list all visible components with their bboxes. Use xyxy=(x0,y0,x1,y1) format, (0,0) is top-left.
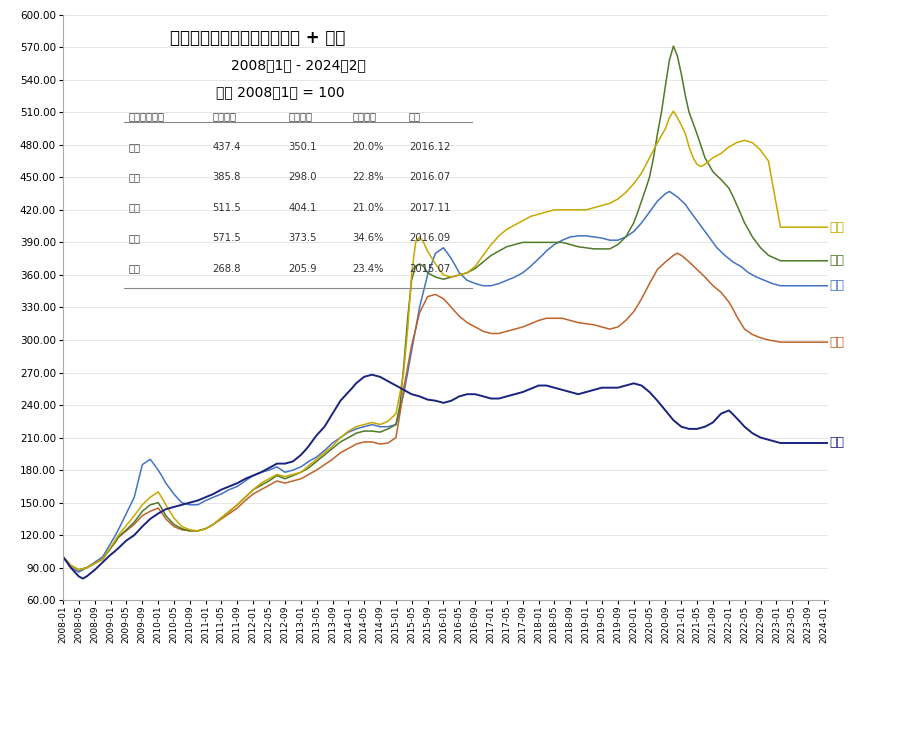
Text: 2015.07: 2015.07 xyxy=(409,264,450,274)
Text: 香港: 香港 xyxy=(830,436,844,449)
Text: 23.4%: 23.4% xyxy=(352,264,383,274)
Text: 404.1: 404.1 xyxy=(289,203,317,212)
Text: 跌回: 跌回 xyxy=(409,111,421,122)
Text: 34.6%: 34.6% xyxy=(352,233,383,243)
Text: 2016.07: 2016.07 xyxy=(409,172,450,182)
Text: 广州: 广州 xyxy=(830,220,844,234)
Text: 香港: 香港 xyxy=(128,264,140,274)
Text: 298.0: 298.0 xyxy=(289,172,317,182)
Text: 268.8: 268.8 xyxy=(212,264,240,274)
Text: 累计跌幅: 累计跌幅 xyxy=(352,111,376,122)
Text: 当前位置: 当前位置 xyxy=(289,111,312,122)
Text: 广州: 广州 xyxy=(128,203,140,212)
Text: 上海: 上海 xyxy=(830,336,844,348)
Text: 北京: 北京 xyxy=(128,142,140,152)
Text: 571.5: 571.5 xyxy=(212,233,241,243)
Text: 定基 2008年1月 = 100: 定基 2008年1月 = 100 xyxy=(216,85,345,99)
Text: 深圳: 深圳 xyxy=(830,254,844,267)
Text: 二手住宅价格指数：一线城市 + 香港: 二手住宅价格指数：一线城市 + 香港 xyxy=(170,29,346,48)
Line: 北京房价: 北京房价 xyxy=(63,191,828,572)
Text: 22.8%: 22.8% xyxy=(352,172,383,182)
Line: 香港房价: 香港房价 xyxy=(63,375,828,578)
Text: 2016.12: 2016.12 xyxy=(409,142,450,152)
Text: 深圳: 深圳 xyxy=(128,233,140,243)
Text: 上海: 上海 xyxy=(128,172,140,182)
Text: 373.5: 373.5 xyxy=(289,233,317,243)
Text: 205.9: 205.9 xyxy=(289,264,318,274)
Line: 广州房价: 广州房价 xyxy=(63,111,828,570)
Text: 21.0%: 21.0% xyxy=(352,203,383,212)
Text: 511.5: 511.5 xyxy=(212,203,241,212)
Text: 20.0%: 20.0% xyxy=(352,142,383,152)
Text: 最高位置: 最高位置 xyxy=(212,111,236,122)
Text: 北京: 北京 xyxy=(830,279,844,292)
Line: 深圳房价: 深圳房价 xyxy=(63,46,828,570)
Text: 385.8: 385.8 xyxy=(212,172,240,182)
Text: 2008年1月 - 2024年2月: 2008年1月 - 2024年2月 xyxy=(231,59,366,72)
Text: 437.4: 437.4 xyxy=(212,142,240,152)
Text: 2017.11: 2017.11 xyxy=(409,203,450,212)
Text: 2016.09: 2016.09 xyxy=(409,233,450,243)
Line: 上海房价: 上海房价 xyxy=(63,253,828,570)
Text: 中原领先指数: 中原领先指数 xyxy=(128,111,164,122)
Text: 350.1: 350.1 xyxy=(289,142,317,152)
